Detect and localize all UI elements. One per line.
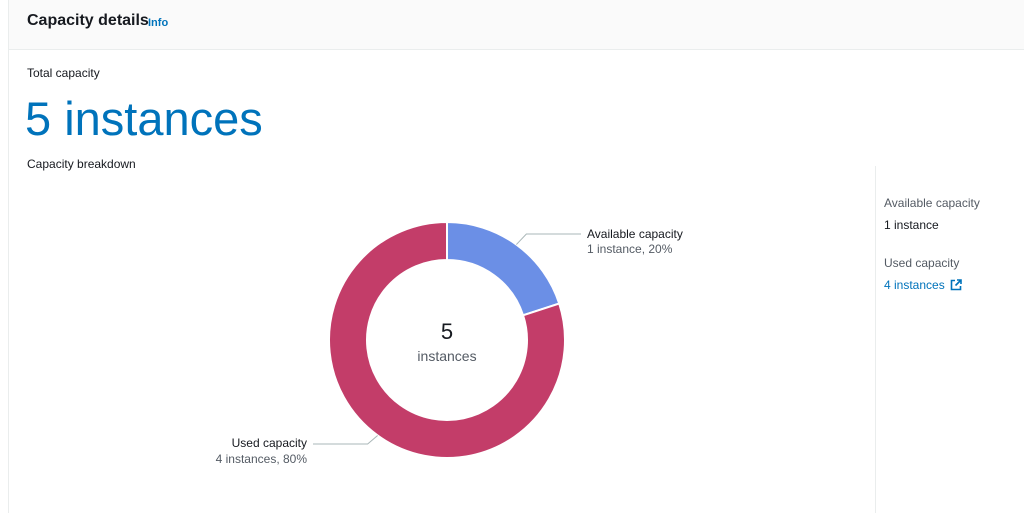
used-summary: Used capacity 4 instances <box>884 256 1014 294</box>
donut-center-label: instances <box>417 348 476 364</box>
available-slice-label: Available capacity <box>587 227 683 241</box>
used-leader-line <box>313 435 378 445</box>
used-capacity-slice[interactable] <box>328 220 566 459</box>
donut-center-value: 5 <box>441 319 453 344</box>
external-link-icon <box>950 279 962 291</box>
info-link[interactable]: Info <box>148 17 169 29</box>
total-capacity-value: 5 instances <box>25 92 263 145</box>
available-summary-value: 1 instance <box>884 218 939 232</box>
used-slice-label: Used capacity <box>232 436 307 450</box>
used-instances-link[interactable]: 4 instances <box>884 278 962 292</box>
capacity-breakdown-label: Capacity breakdown <box>27 157 136 171</box>
capacity-summary: Available capacity 1 instance Used capac… <box>884 196 1014 294</box>
used-slice-detail: 4 instances, 80% <box>216 452 308 466</box>
panel-title: Capacity details <box>27 12 149 29</box>
available-leader-line <box>515 233 581 245</box>
used-summary-label: Used capacity <box>884 256 960 270</box>
capacity-donut-chart: 5 instances Available capacity 1 instanc… <box>216 220 683 466</box>
panel-header: Capacity details Info <box>9 0 1024 50</box>
used-instances-link-label: 4 instances <box>884 278 945 292</box>
available-summary-label: Available capacity <box>884 196 980 210</box>
available-slice-detail: 1 instance, 20% <box>587 242 673 256</box>
capacity-details-panel: Capacity details Info Total capacity 5 i… <box>8 0 1024 513</box>
available-capacity-slice[interactable] <box>446 220 561 317</box>
side-divider <box>875 166 876 513</box>
available-summary: Available capacity 1 instance <box>884 196 1014 232</box>
total-capacity-label: Total capacity <box>27 66 100 80</box>
